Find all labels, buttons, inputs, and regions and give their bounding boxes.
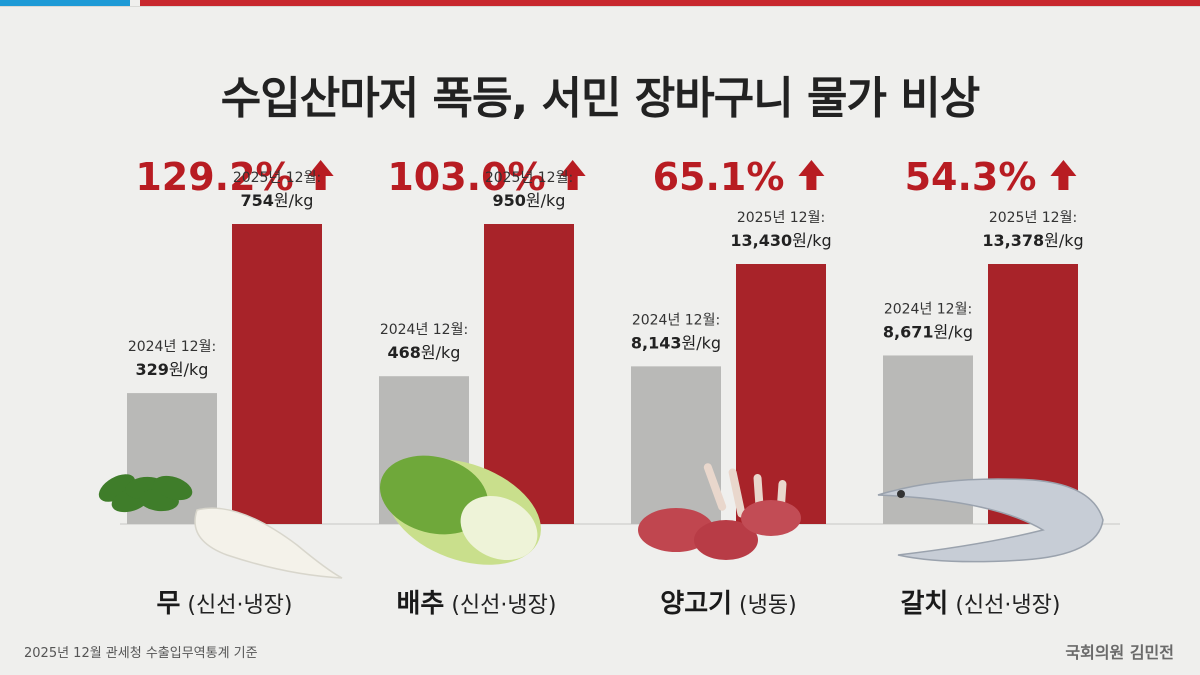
top-accent-stripe-red [140,0,1200,6]
change-percent: 54.3% [905,155,1037,199]
hairtail-fish-icon [877,478,1104,563]
page-title: 수입산마저 폭등, 서민 장바구니 물가 비상 [220,73,980,124]
up-arrow-icon [798,160,825,190]
price-unit: 원/kg [421,343,461,362]
label-2025-price: 13,378원/kg [982,231,1083,250]
label-2025-date: 2025년 12월: [737,210,825,226]
price-unit: 원/kg [169,360,209,379]
price-value: 329 [136,360,169,379]
label-2025-price: 13,430원/kg [730,231,831,250]
category-name: 갈치 [901,589,949,619]
label-2024-date: 2024년 12월: [380,322,468,338]
source-note: 2025년 12월 관세청 수출입무역통계 기준 [24,646,258,661]
label-2025-date: 2025년 12월: [233,170,321,186]
price-value: 468 [388,343,421,362]
bar-2025 [484,224,574,524]
label-2024-price: 329원/kg [136,360,209,379]
top-divider [0,6,1200,7]
lamb-chops-icon [638,463,801,560]
label-2024-date: 2024년 12월: [128,339,216,355]
category-label: 갈치 (신선·냉장) [901,589,1061,619]
lamb-bone [703,463,727,511]
category-label: 무 (신선·냉장) [156,589,292,619]
category-name: 무 [156,589,180,619]
fish-eye [897,490,905,498]
label-2024-price: 8,671원/kg [883,322,973,341]
category-name: 배추 [397,589,445,619]
change-percent: 129.2% [135,155,293,199]
category-subtitle: (신선·냉장) [948,593,1060,618]
price-unit: 원/kg [792,231,832,250]
up-arrow-icon [307,160,334,190]
author-credit: 국회의원 김민전 [1065,643,1174,662]
label-2024-price: 8,143원/kg [631,333,721,352]
price-unit: 원/kg [682,333,722,352]
category-name: 양고기 [660,589,732,619]
label-2025-price: 950원/kg [493,191,566,210]
price-value: 13,378 [982,231,1044,250]
price-value: 8,671 [883,322,934,341]
label-2024-date: 2024년 12월: [632,312,720,328]
radish-icon [98,474,343,579]
price-unit: 원/kg [1044,231,1084,250]
cabbage-stem [460,495,538,561]
bar-2025 [232,224,322,524]
label-2025-price: 754원/kg [241,191,314,210]
change-percent: 65.1% [653,155,785,199]
category-label: 배추 (신선·냉장) [397,589,557,619]
bar-2024 [631,366,721,524]
price-unit: 원/kg [934,322,974,341]
label-2025-date: 2025년 12월: [989,210,1077,226]
price-value: 8,143 [631,333,682,352]
category-subtitle: (신선·냉장) [444,593,556,618]
category-label: 양고기 (냉동) [660,589,796,619]
category-subtitle: (신선·냉장) [180,593,292,618]
label-2025-date: 2025년 12월: [485,170,573,186]
napa-cabbage-icon [379,455,541,565]
price-value: 754 [241,191,274,210]
lamb-meat [741,500,801,536]
label-2024-date: 2024년 12월: [884,301,972,317]
lamb-meat [694,520,758,560]
price-unit: 원/kg [274,191,314,210]
category-subtitle: (냉동) [732,593,797,618]
label-2024-price: 468원/kg [388,343,461,362]
top-accent-stripe-blue [0,0,130,6]
up-arrow-icon [559,160,586,190]
radish-root [194,507,343,579]
radish-leaf [153,475,193,501]
change-percent: 103.0% [387,155,545,199]
price-value: 13,430 [730,231,792,250]
lamb-bone [728,468,746,518]
price-unit: 원/kg [526,191,566,210]
fish-body [877,478,1104,563]
cabbage-leaves [379,455,489,535]
up-arrow-icon [1050,160,1077,190]
price-value: 950 [493,191,526,210]
